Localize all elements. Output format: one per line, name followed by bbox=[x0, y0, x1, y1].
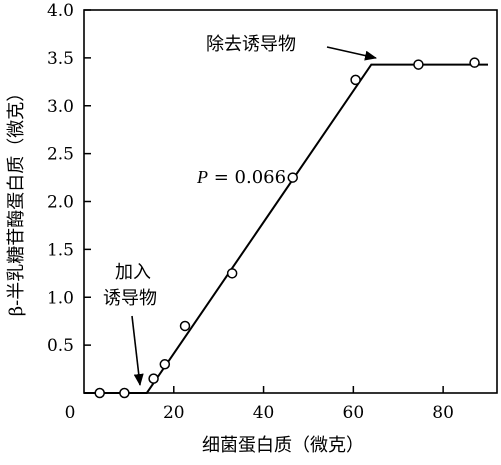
data-point bbox=[179, 320, 191, 332]
add-inducer-arrow bbox=[131, 315, 144, 386]
y-axis-title: β-半乳糖苷酶蛋白质（微克） bbox=[6, 84, 27, 317]
data-point bbox=[119, 387, 130, 399]
x-axis-title: 细菌蛋白质（微克） bbox=[202, 435, 364, 456]
y-tick-label: 1.0 bbox=[47, 288, 74, 308]
x-tick-label: 60 bbox=[343, 403, 365, 423]
slope-label: P = 0.066 bbox=[196, 167, 286, 188]
y-axis-ticks: 0.5 1.0 1.5 2.0 2.5 3.0 3.5 4.0 bbox=[47, 1, 91, 356]
fit-line bbox=[84, 63, 488, 394]
y-tick-label: 3.0 bbox=[47, 97, 74, 117]
data-points bbox=[94, 57, 480, 399]
y-tick-label: 2.0 bbox=[47, 193, 74, 213]
y-tick-label: 3.5 bbox=[47, 49, 74, 69]
y-tick-label: 2.5 bbox=[47, 145, 74, 165]
x-tick-label: 20 bbox=[163, 403, 185, 423]
data-point bbox=[159, 359, 171, 370]
y-tick-label: 0.5 bbox=[47, 336, 74, 356]
add-inducer-label-line1: 加入 bbox=[115, 262, 151, 283]
add-inducer-label-line2: 诱导物 bbox=[103, 288, 157, 309]
x-tick-label: 0 bbox=[65, 403, 76, 423]
x-axis-ticks: 0 20 40 60 80 bbox=[65, 386, 454, 423]
data-point bbox=[94, 387, 105, 399]
remove-inducer-arrow bbox=[326, 46, 377, 61]
data-point bbox=[287, 172, 298, 183]
plot-frame bbox=[83, 9, 498, 394]
data-point bbox=[226, 268, 238, 279]
y-tick-label: 4.0 bbox=[47, 1, 74, 21]
y-tick-label: 1.5 bbox=[47, 240, 74, 260]
x-tick-label: 40 bbox=[253, 403, 275, 423]
data-point bbox=[469, 57, 480, 68]
remove-inducer-label: 除去诱导物 bbox=[206, 34, 296, 55]
data-point bbox=[148, 373, 159, 384]
data-point bbox=[350, 74, 361, 86]
data-point bbox=[413, 59, 424, 70]
x-tick-label: 80 bbox=[432, 403, 454, 423]
